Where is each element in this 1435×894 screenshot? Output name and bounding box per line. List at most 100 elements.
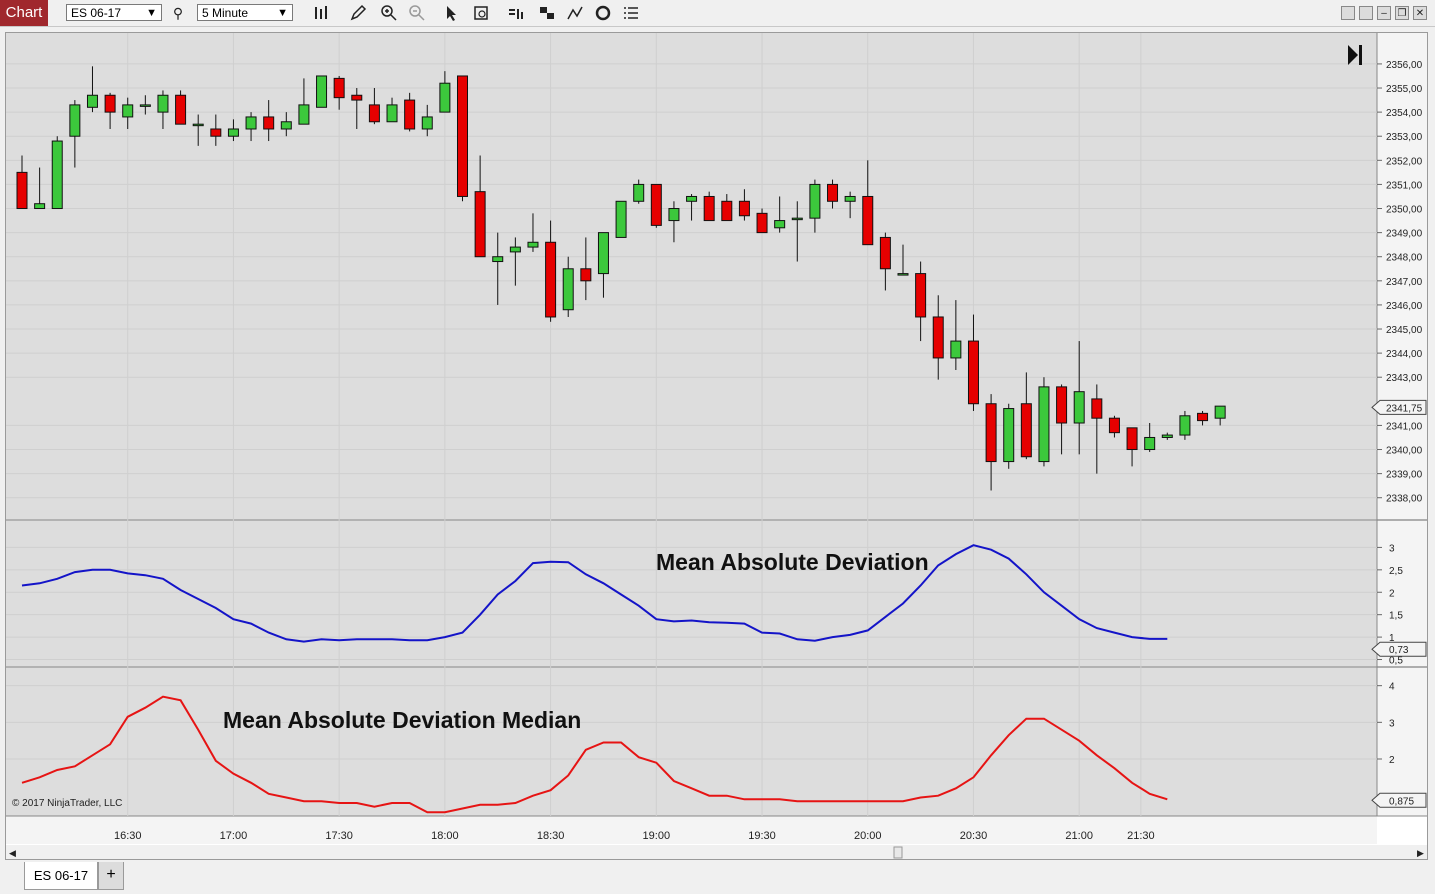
horizontal-scrollbar[interactable] [6,845,1427,859]
candle-body [686,195,698,202]
indicator-line [21,544,1168,643]
price-tick-label: 2345,00 [1386,325,1423,336]
time-tick-label: 19:30 [748,830,776,842]
candle-body [1073,391,1085,424]
indicator-tick-label: 2,5 [1389,566,1403,577]
scroll-right-icon[interactable]: ▶ [1417,848,1424,858]
pointer-icon[interactable] [441,4,461,22]
time-tick-label: 20:00 [854,830,882,842]
median-series [21,695,1168,814]
maximize-icon[interactable]: ❐ [1395,6,1409,20]
candle-body [562,268,574,311]
window-option-icon[interactable] [1341,6,1355,20]
candle-body [439,82,451,113]
mad-title: Mean Absolute Deviation [656,549,929,575]
candle-body [827,183,839,202]
price-tick-label: 2349,00 [1386,229,1423,240]
candle-body [316,75,328,108]
candle-body [1003,408,1015,463]
price-tick-label: 2348,00 [1386,253,1423,264]
candle-body [633,183,645,202]
data-box-icon[interactable] [472,4,492,22]
search-icon[interactable]: ⚲ [172,5,184,21]
time-tick-label: 21:30 [1127,830,1155,842]
candle-body [1108,417,1120,434]
candle-body [738,200,750,217]
time-tick-label: 18:30 [537,830,565,842]
price-panel [6,33,1377,519]
scroll-left-icon[interactable]: ◀ [9,848,16,858]
candle-body [1161,434,1173,438]
candle-body [86,94,98,108]
chart-area[interactable]: 16:30 17:00 17:30 18:00 18:30 19:00 19:30 20:00… [5,32,1428,860]
instrument-selector[interactable]: ES 06-17 ▼ [66,4,162,21]
candle-body [1020,403,1032,458]
mad-panel [6,521,1377,666]
refresh-icon [595,5,611,21]
candle-body [69,104,81,137]
time-tick-label: 17:30 [325,830,353,842]
candle-body [368,104,380,123]
candle-body [1179,415,1191,436]
list-icon [624,7,638,19]
candlestick-series [16,66,1226,491]
minimize-icon[interactable]: – [1377,6,1391,20]
magnifier-plus-icon [381,5,397,21]
candle-body [862,195,874,246]
add-tab-button[interactable]: + [98,862,124,890]
zoom-out-icon[interactable] [407,4,427,22]
candle-body [756,212,768,234]
candle-body [950,340,962,359]
candle-body [457,75,468,197]
price-tick-label: 2356,00 [1386,60,1423,71]
indicators-icon[interactable] [565,4,585,22]
indicator-tick-label: 0,5 [1389,656,1403,667]
bar-type-icon[interactable] [311,4,331,22]
chart-menu-button[interactable]: Chart [0,0,48,26]
scroll-to-end-icon[interactable] [1348,45,1362,65]
draw-pencil-icon[interactable] [348,4,368,22]
properties-icon[interactable] [621,4,641,22]
copyright-label: © 2017 NinjaTrader, LLC [12,798,122,809]
bottom-tab-bar: ES 06-17 + [0,862,1435,894]
candle-body [175,94,187,125]
tab-instrument[interactable]: ES 06-17 [24,862,98,890]
candle-body [386,104,398,123]
indicator-tick-label: 4 [1389,682,1395,693]
candle-body [1144,436,1156,451]
scrollbar-thumb[interactable] [893,846,903,859]
last-value-marker [1371,641,1427,657]
time-tick-label: 19:00 [643,830,671,842]
price-axis [1377,33,1427,816]
price-tick-label: 2353,00 [1386,132,1423,143]
strategies-icon[interactable] [537,4,557,22]
cursor-arrow-icon [447,6,456,21]
candle-body [1056,386,1068,424]
interval-selector[interactable]: 5 Minute ▼ [197,4,293,21]
zoom-in-icon[interactable] [379,4,399,22]
candle-body [1091,398,1103,419]
chart-canvas[interactable]: 16:30 17:00 17:30 18:00 18:30 19:00 19:30 20:00… [6,33,1427,859]
time-tick-label: 16:30 [114,830,142,842]
time-axis [6,816,1377,844]
candle-body [492,256,504,263]
median-panel [6,668,1377,816]
indicator-line-icon [567,6,583,20]
candle-body [615,200,627,238]
window-option-icon[interactable] [1359,6,1373,20]
chevron-down-icon: ▼ [277,7,288,19]
interval-value: 5 Minute [202,6,249,20]
candle-body [774,220,786,229]
time-tick-label: 21:00 [1065,830,1093,842]
candle-body [280,121,292,130]
indicator-tick-label: 3 [1389,543,1395,554]
last-price-marker [1371,399,1427,415]
reload-icon[interactable] [593,4,613,22]
toolbar: Chart ES 06-17 ▼ ⚲ 5 Minute ▼ – ❐ ✕ [0,0,1435,27]
indicator-tick-label: 3 [1389,718,1395,729]
indicator-tick-label: 2 [1389,755,1395,766]
price-tick-label: 2340,00 [1386,446,1423,457]
close-icon[interactable]: ✕ [1413,6,1427,20]
order-panel-icon[interactable] [506,4,526,22]
candle-body [527,241,539,248]
